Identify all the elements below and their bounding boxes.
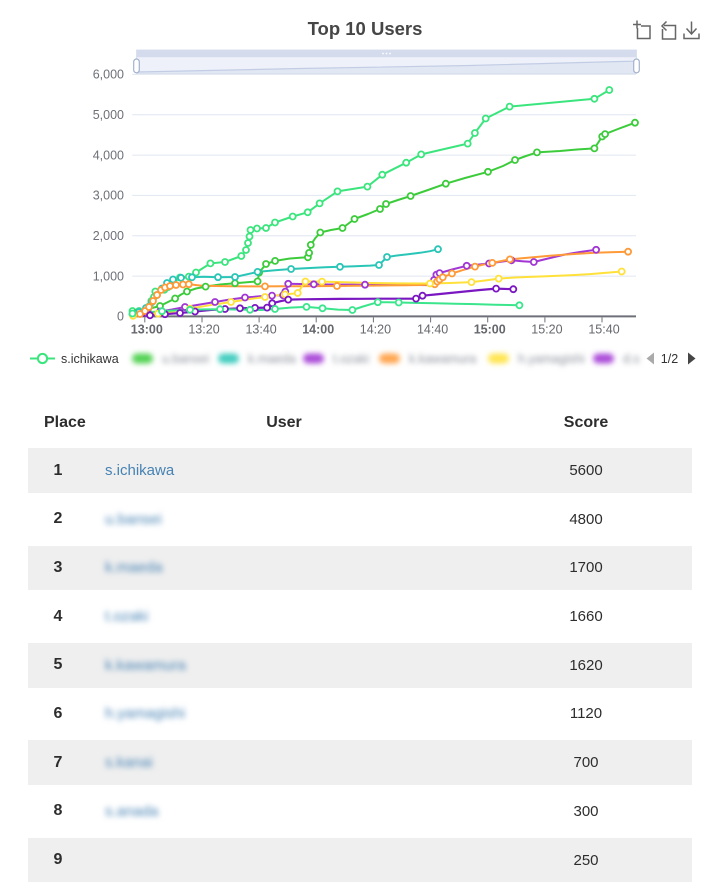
svg-text:Top 10 Users: Top 10 Users [308,18,423,39]
svg-text:15:40: 15:40 [588,323,619,337]
svg-text:13:40: 13:40 [245,323,276,337]
svg-text:2,000: 2,000 [93,229,124,243]
svg-text:3,000: 3,000 [93,189,124,203]
svg-text:14:20: 14:20 [360,323,391,337]
svg-text:0: 0 [117,310,124,324]
svg-text:u.bansei: u.bansei [162,352,209,366]
svg-text:15:20: 15:20 [531,323,562,337]
svg-text:13:20: 13:20 [188,323,219,337]
svg-text:4,000: 4,000 [93,148,124,162]
svg-text:h.yamagishi: h.yamagishi [518,352,585,366]
svg-text:t.ozaki: t.ozaki [333,352,369,366]
svg-text:d.s: d.s [623,352,640,366]
svg-text:k.kawamura: k.kawamura [409,352,476,366]
svg-text:13:00: 13:00 [131,323,163,337]
svg-text:14:00: 14:00 [302,323,334,337]
svg-text:15:00: 15:00 [474,323,506,337]
svg-text:5,000: 5,000 [93,108,124,122]
svg-text:k.maeda: k.maeda [248,352,296,366]
svg-text:1/2: 1/2 [661,352,678,366]
svg-text:1,000: 1,000 [93,269,124,283]
svg-text:14:40: 14:40 [417,323,448,337]
svg-text:s.ichikawa: s.ichikawa [61,352,119,366]
svg-text:6,000: 6,000 [93,68,124,82]
